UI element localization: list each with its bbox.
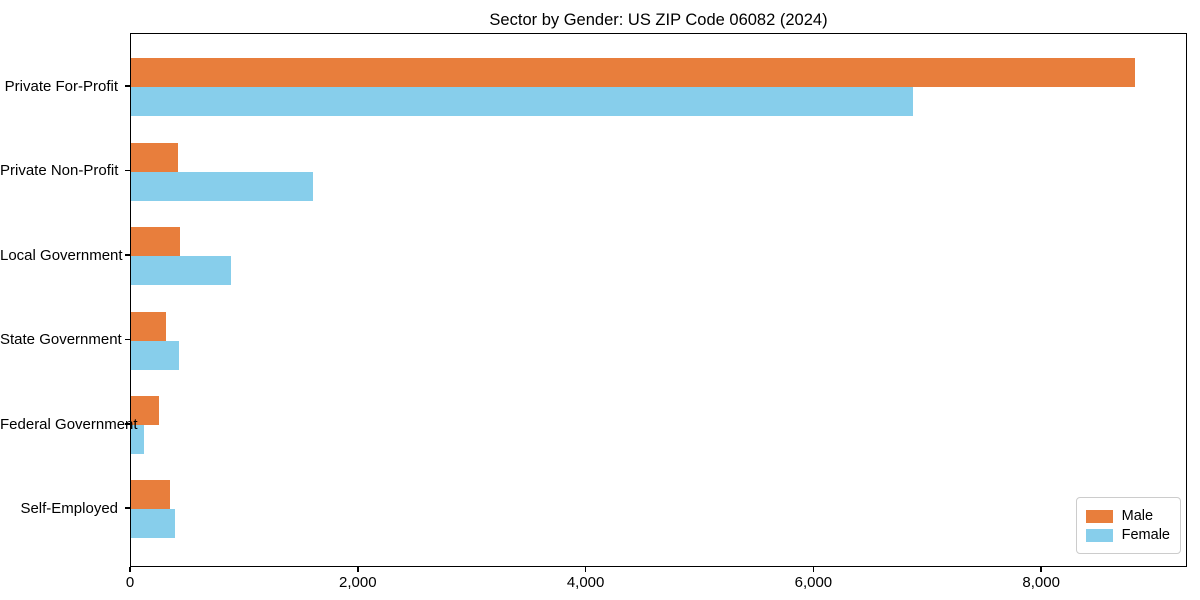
legend-swatch-male: [1085, 509, 1113, 523]
x-tick-0: [129, 567, 131, 572]
legend-label-female: Female: [1121, 527, 1170, 543]
y-tick-self-employed: [125, 507, 130, 509]
y-label-local-government: Local Government: [0, 246, 123, 264]
bar-private-non-profit-male: [131, 142, 178, 172]
bar-private-non-profit-female: [131, 171, 313, 201]
x-label-2000: 2,000: [339, 574, 377, 591]
legend-item-male: Male: [1085, 508, 1170, 524]
x-label-4000: 4,000: [566, 574, 605, 591]
bar-group-private-non-profit: [131, 142, 1186, 201]
legend-item-female: Female: [1085, 527, 1170, 543]
bar-self-employed-male: [131, 480, 171, 509]
bar-private-for-profit-female: [131, 87, 914, 116]
y-label-federal-government: Federal Government: [0, 415, 138, 433]
bar-state-government-male: [131, 311, 167, 341]
y-tick-local-government: [125, 254, 130, 256]
legend: Male Female: [1075, 497, 1181, 554]
bar-federal-government-male: [131, 396, 160, 425]
bar-self-employed-female: [131, 509, 176, 538]
bar-group-self-employed: [131, 480, 1186, 538]
bar-group-local-government: [131, 227, 1186, 285]
bar-federal-government-female: [131, 425, 144, 454]
y-tick-private-non-profit: [125, 169, 130, 172]
legend-swatch-female: [1085, 528, 1113, 542]
bar-local-government-female: [131, 256, 232, 285]
x-label-6000: 6,000: [794, 574, 833, 591]
y-label-state-government: State Government: [0, 331, 122, 348]
y-label-private-for-profit: Private For-Profit: [4, 77, 118, 95]
bar-group-private-for-profit: [131, 58, 1186, 116]
y-tick-private-for-profit: [125, 85, 130, 87]
x-label-8000: 8,000: [1022, 574, 1060, 591]
x-tick-4000: [584, 567, 587, 572]
y-tick-federal-government: [125, 423, 130, 425]
plot-area: Male Female: [130, 33, 1187, 567]
x-tick-2000: [357, 567, 359, 572]
y-tick-state-government: [125, 338, 130, 341]
legend-label-male: Male: [1121, 508, 1154, 524]
bar-group-state-government: [131, 311, 1186, 370]
chart-title: Sector by Gender: US ZIP Code 06082 (202…: [489, 11, 828, 29]
bar-private-for-profit-male: [131, 58, 1135, 87]
y-label-self-employed: Self-Employed: [20, 499, 118, 517]
bar-group-federal-government: [131, 396, 1186, 454]
x-tick-8000: [1040, 567, 1042, 572]
x-label-0: 0: [125, 574, 135, 591]
bar-state-government-female: [131, 340, 180, 370]
bar-local-government-male: [131, 227, 180, 256]
x-tick-6000: [812, 567, 815, 572]
y-label-private-non-profit: Private Non-Profit: [0, 162, 119, 179]
